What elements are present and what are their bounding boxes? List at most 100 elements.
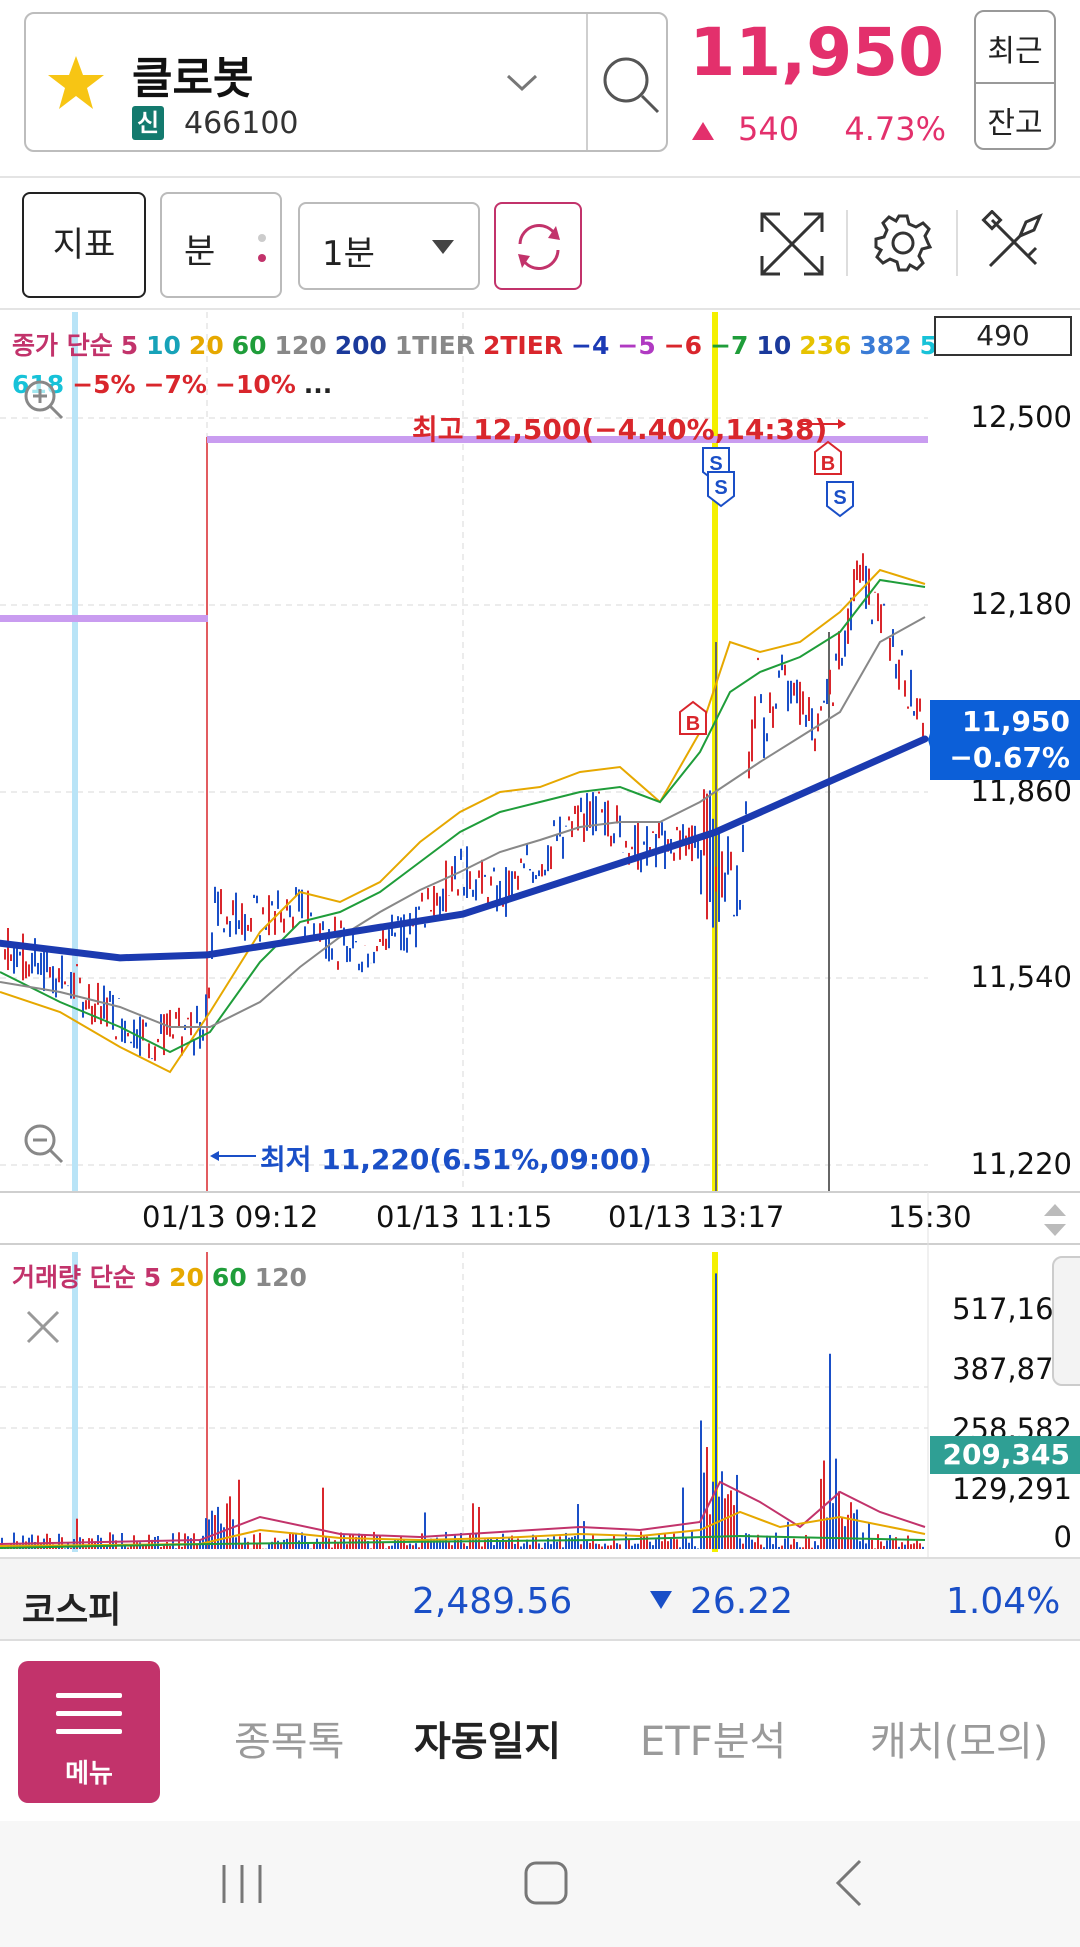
legend-item[interactable]: 20 [188,331,224,360]
legend-item[interactable]: 200 [334,331,387,360]
dropdown-arrow-icon [432,240,454,254]
legend-item[interactable]: −5 [617,331,656,360]
current-price-pct: −0.67% [949,741,1070,774]
legend-item[interactable]: 5 [919,331,937,360]
dot-icon [258,234,266,242]
nav-item-stock-talk[interactable]: 종목톡 [234,1719,345,1765]
legend-item[interactable]: 10 [756,331,792,360]
volume-legend-item[interactable]: 5 [143,1263,162,1292]
bottom-nav: 메뉴 종목톡 자동일지 ETF분석 캐치(모의) [0,1641,1080,1821]
up-triangle-icon [692,122,714,140]
hamburger-icon [56,1693,122,1698]
balance-button[interactable]: 잔고 [987,106,1043,141]
time-tick: 01/13 13:17 [608,1200,785,1234]
new-listing-badge: 신 [132,106,164,140]
volume-tick: 129,291 [952,1472,1072,1506]
time-tick: 01/13 11:15 [376,1200,553,1234]
sell-marker: S [707,471,735,508]
tools-icon[interactable] [980,210,1046,276]
legend-item[interactable]: −10% [215,370,296,399]
volume-legend-item[interactable]: 거래량 단순 [12,1263,136,1292]
price-change-pct: 4.73% [844,110,946,148]
volume-legend[interactable]: 거래량 단순 5 20 60 120 [12,1258,315,1294]
stock-code: 466100 [184,106,299,141]
down-triangle-icon [650,1591,672,1609]
indicator-button[interactable]: 지표 [22,192,146,298]
volume-legend-item[interactable]: 60 [211,1263,247,1292]
nav-item-auto-journal[interactable]: 자동일지 [414,1719,562,1765]
svg-text:S: S [709,453,722,475]
recent-apps-icon[interactable] [216,1859,268,1909]
volume-tick: 0 [1053,1520,1072,1554]
recent-button[interactable]: 최근 [987,34,1043,69]
indicator-legend[interactable]: 종가 단순 5 10 20 60 120 200 1TIER 2TIER −4 −5 −6 −7 10 23… [12,326,945,362]
index-pct: 1.04% [946,1581,1061,1622]
legend-item[interactable]: −7% [143,370,207,399]
fullscreen-icon[interactable] [758,210,826,278]
low-price-label: 최저 11,220(6.51%,09:00) [260,1143,652,1176]
ma200-line [0,735,929,962]
chart-toolbar: 지표 분 1분 [0,176,1080,310]
legend-item[interactable]: 236 [799,331,852,360]
favorite-star-icon[interactable] [46,54,106,112]
legend-item[interactable]: 1TIER [394,331,475,360]
price-chart[interactable]: S S B S B 종가 단순 5 10 20 60 120 200 1TIER 2 [0,312,1080,1557]
interval-select[interactable]: 1분 [298,202,480,290]
legend-item[interactable]: −7 [710,331,749,360]
volume-legend-item[interactable]: 120 [254,1263,307,1292]
gear-icon[interactable] [872,212,934,274]
legend-item[interactable]: 종가 단순 [12,331,113,360]
dot-icon [258,254,266,262]
close-icon[interactable] [22,1306,64,1348]
y-tick: 12,500 [970,400,1072,434]
legend-item[interactable]: −6 [663,331,703,360]
recent-balance-toggle[interactable]: 최근 잔고 [974,10,1056,150]
period-button[interactable]: 분 [160,192,282,298]
price-change: 540 [738,110,800,148]
current-price: 11,950 [689,14,944,91]
index-bar[interactable]: 코스피 2,489.56 26.22 1.04% [0,1557,1080,1641]
y-tick: 12,180 [970,587,1072,621]
menu-button[interactable]: 메뉴 [18,1661,160,1803]
index-change: 26.22 [690,1581,794,1622]
legend-item[interactable]: −4 [571,331,610,360]
legend-item[interactable]: ... [303,370,333,399]
legend-item[interactable]: 60 [231,331,267,360]
legend-item[interactable]: 2TIER [482,331,564,360]
legend-item[interactable]: 382 [859,331,912,360]
current-price-tag: 11,950 −0.67% [930,700,1080,780]
current-price-value: 11,950 [961,705,1070,738]
svg-text:S: S [714,477,727,499]
divider [586,14,588,150]
time-tick: 01/13 09:12 [142,1200,319,1234]
y-tick: 11,220 [970,1147,1072,1181]
legend-item[interactable]: −5% [72,370,136,399]
legend-item[interactable]: 120 [274,331,327,360]
search-icon[interactable] [586,44,670,124]
home-icon[interactable] [518,1855,574,1911]
period-label: 분 [184,232,216,272]
svg-text:S: S [833,487,846,509]
current-volume-tag: 209,345 [930,1436,1080,1474]
legend-item[interactable]: 10 [146,331,181,360]
stock-selector[interactable]: 클로봇 신 466100 [24,12,668,152]
stock-name: 클로봇 [132,53,254,104]
legend-item[interactable]: 5 [120,331,139,360]
volume-legend-item[interactable]: 20 [169,1263,204,1292]
back-icon[interactable] [830,1857,870,1909]
bar-count-box[interactable]: 490 [934,316,1072,356]
side-drawer-handle[interactable] [1052,1256,1080,1386]
chart-canvas[interactable]: S S B S B [0,312,1080,1557]
scroll-handle-icon[interactable] [1040,1200,1070,1240]
system-nav-bar [0,1821,1080,1947]
refresh-button[interactable] [494,202,582,290]
chevron-down-icon[interactable] [504,70,540,94]
refresh-icon [518,223,560,271]
zoom-in-icon[interactable] [20,376,66,422]
buy-marker: B [814,440,842,475]
menu-label: 메뉴 [65,1759,113,1789]
zoom-out-icon[interactable] [20,1120,66,1166]
interval-value: 1분 [322,234,375,274]
nav-item-etf-analysis[interactable]: ETF분석 [640,1719,787,1765]
nav-item-catch[interactable]: 캐치(모의) [870,1719,1049,1765]
